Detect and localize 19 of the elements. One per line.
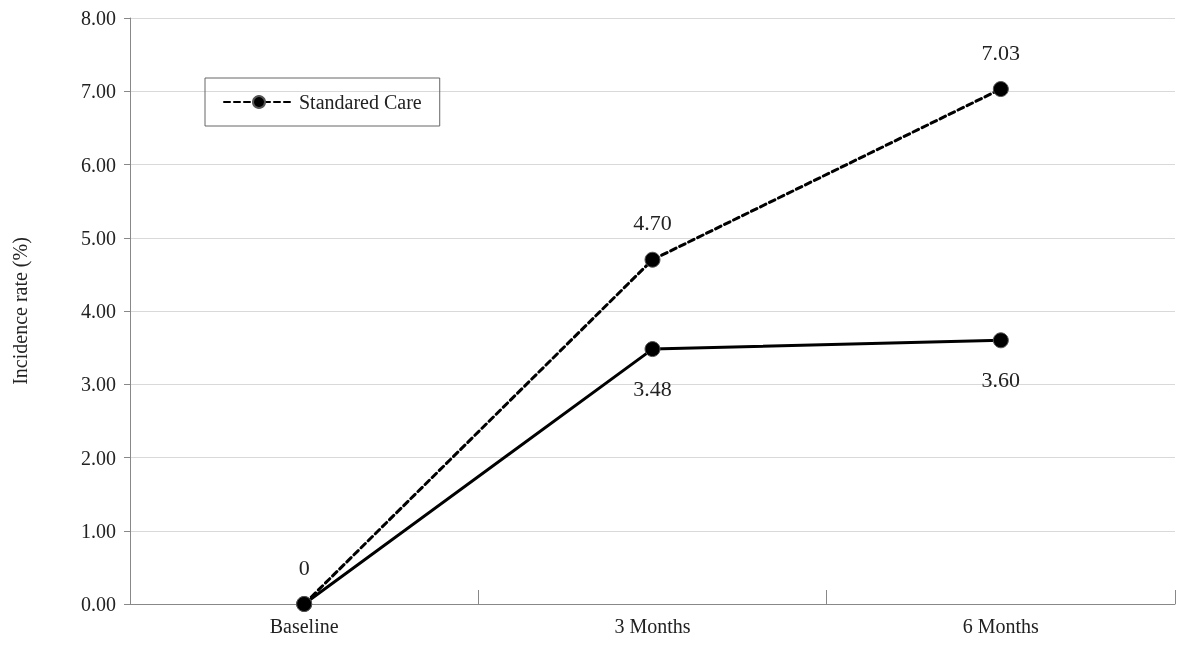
data-label: 7.03 <box>981 39 1021 65</box>
y-tick-label: 3.00 <box>81 373 116 396</box>
y-tick-label: 5.00 <box>81 226 116 249</box>
x-tick-label: 6 Months <box>962 615 1040 637</box>
y-tick-label: 8.00 <box>81 7 116 29</box>
data-label: 0 <box>298 554 310 580</box>
legend-label: Standared Care <box>299 91 422 113</box>
y-tick-label: 4.00 <box>81 300 116 322</box>
y-tick-label: 6.00 <box>81 153 116 176</box>
data-label: 4.70 <box>633 210 672 236</box>
y-tick-label: 7.00 <box>81 80 116 103</box>
data-label: 3.48 <box>633 375 672 401</box>
y-tick-label: 0.00 <box>81 593 116 615</box>
x-tick-label: 3 Months <box>614 615 691 637</box>
y-tick-label: 2.00 <box>81 446 116 469</box>
x-tick-label: Baseline <box>269 615 339 637</box>
y-axis-title: Incidence rate (%) <box>9 237 32 385</box>
data-label: 3.60 <box>981 366 1021 392</box>
y-tick-label: 1.00 <box>81 519 116 542</box>
